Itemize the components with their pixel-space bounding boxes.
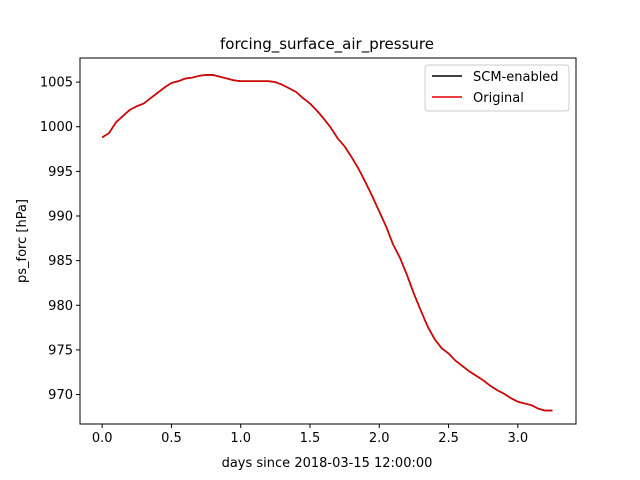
x-tick-label: 0.0 xyxy=(92,431,113,446)
y-tick-label: 1000 xyxy=(40,120,73,135)
x-tick-label: 2.0 xyxy=(369,431,390,446)
y-axis-title: ps_forc [hPa] xyxy=(15,199,30,283)
x-tick-label: 3.0 xyxy=(507,431,528,446)
x-tick-label: 0.5 xyxy=(161,431,182,446)
y-axis: 970 975 980 985 990 995 1000 1005 xyxy=(40,76,80,403)
x-tick-label: 1.5 xyxy=(300,431,321,446)
y-tick-label: 975 xyxy=(48,343,73,358)
series-line-original xyxy=(101,74,553,412)
plot-lines xyxy=(101,74,553,412)
legend-label-original: Original xyxy=(473,91,524,106)
legend-label-scm-enabled: SCM-enabled xyxy=(473,70,559,85)
x-tick-label: 1.0 xyxy=(230,431,251,446)
chart-title: forcing_surface_air_pressure xyxy=(220,35,434,54)
y-tick-label: 970 xyxy=(48,388,73,403)
y-tick-label: 980 xyxy=(48,299,73,314)
y-tick-label: 990 xyxy=(48,210,73,225)
y-tick-label: 985 xyxy=(48,254,73,269)
x-axis: 0.0 0.5 1.0 1.5 2.0 2.5 3.0 xyxy=(92,424,528,446)
plot-frame xyxy=(79,57,577,425)
y-tick-label: 995 xyxy=(48,165,73,180)
x-axis-title: days since 2018-03-15 12:00:00 xyxy=(222,456,433,471)
y-tick-label: 1005 xyxy=(40,76,73,91)
x-tick-label: 2.5 xyxy=(438,431,459,446)
legend: SCM-enabled Original xyxy=(424,64,570,112)
